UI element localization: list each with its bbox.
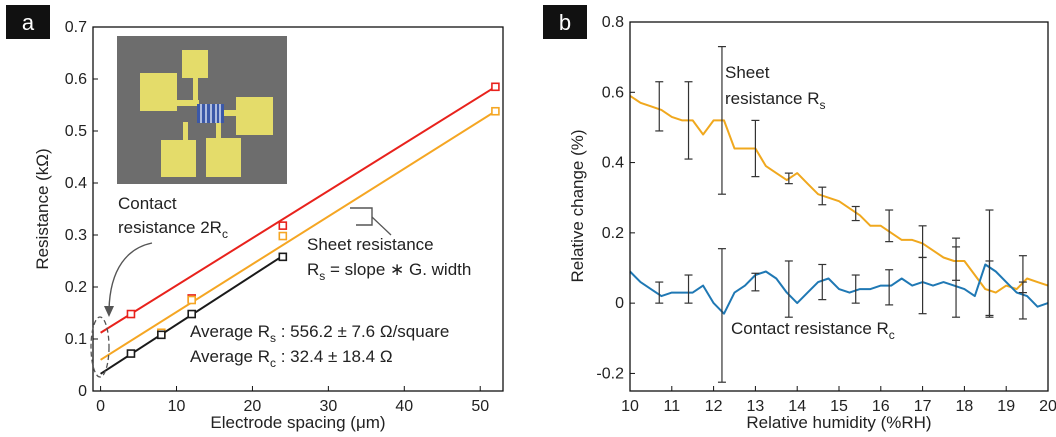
device-inset-photo <box>117 36 287 184</box>
fit-line <box>100 110 496 361</box>
pad-left <box>140 73 177 111</box>
pad-top <box>182 50 208 78</box>
pad-bottom-left <box>161 140 196 177</box>
panel-a: a 0 10 20 30 40 50 0 0.1 0.2 0.3 0.4 0.5 0.6 0.7 <box>6 5 504 432</box>
panel-a-y-axis-label: Resistance (kΩ) <box>33 148 52 269</box>
panel-b-ticks: 10 11 12 13 14 15 16 17 18 19 20 -0.2 0 0.2 0.4 0.6 0.8 <box>596 14 1056 415</box>
x-tick-label: 10 <box>168 398 186 415</box>
x-tick-label: 14 <box>788 398 806 415</box>
contact-annotation-line2: resistance 2Rc <box>118 218 228 241</box>
data-point <box>126 309 136 319</box>
x-tick-label: 17 <box>914 398 932 415</box>
pad-right <box>236 97 273 135</box>
x-tick-label: 19 <box>997 398 1015 415</box>
series-line <box>629 94 1049 294</box>
y-tick-label: 0.2 <box>602 225 624 242</box>
data-point <box>278 231 288 241</box>
panel-b-data <box>629 45 1049 383</box>
y-tick-label: 0 <box>615 295 624 312</box>
data-point <box>187 309 197 319</box>
data-point <box>187 295 197 305</box>
y-tick-label: 0.4 <box>65 175 87 192</box>
x-tick-label: 11 <box>663 398 680 415</box>
y-tick-label: -0.2 <box>596 365 624 382</box>
y-tick-label: 0.3 <box>65 227 87 244</box>
sheet-resistance-label-line1: Sheet <box>725 63 770 82</box>
panel-b-label-box <box>543 5 587 39</box>
data-point <box>491 106 500 116</box>
intercept-ellipse <box>90 316 110 378</box>
panel-a-label: a <box>22 10 35 35</box>
panel-a-data <box>100 82 500 375</box>
x-tick-label: 15 <box>830 398 848 415</box>
y-tick-label: 0.7 <box>65 19 87 36</box>
sheet-annotation-line2: Rs = slope ∗ G. width <box>307 260 471 283</box>
y-tick-label: 0.6 <box>602 84 624 101</box>
pad-bottom-right <box>206 138 241 177</box>
x-tick-label: 13 <box>747 398 765 415</box>
sheet-resistance-label-line2: resistance Rs <box>725 89 825 112</box>
series-line <box>629 263 1049 315</box>
x-tick-label: 30 <box>319 398 337 415</box>
fit-line <box>100 85 496 334</box>
x-tick-label: 20 <box>244 398 262 415</box>
y-tick-label: 0.5 <box>65 123 87 140</box>
contact-arrowhead <box>104 306 114 317</box>
panel-a-label-box <box>6 5 50 39</box>
average-rs-text: Average Rs : 556.2 ± 7.6 Ω/square <box>190 322 449 345</box>
lead-bottom-left <box>183 122 188 142</box>
sheet-bracket <box>350 207 373 226</box>
sheet-annotation-line1: Sheet resistance <box>307 235 434 254</box>
x-tick-label: 20 <box>1039 398 1056 415</box>
x-tick-label: 10 <box>621 398 639 415</box>
contact-annotation-line1: Contact <box>118 194 177 213</box>
contact-resistance-label: Contact resistance Rc <box>731 319 895 342</box>
data-point <box>278 252 288 262</box>
lead-top <box>193 78 198 100</box>
y-tick-label: 0.2 <box>65 279 87 296</box>
panel-b: b 10 11 12 13 14 15 16 17 18 19 20 -0.2 0 0.2 0.4 0.6 0.… <box>543 5 1056 432</box>
data-point <box>157 330 166 340</box>
x-tick-label: 12 <box>705 398 723 415</box>
y-tick-label: 0.1 <box>65 331 87 348</box>
x-tick-label: 40 <box>395 398 413 415</box>
panel-b-label: b <box>559 10 571 35</box>
panel-b-frame <box>629 21 1049 392</box>
x-tick-label: 0 <box>96 398 105 415</box>
y-tick-label: 0.8 <box>602 14 624 31</box>
data-point <box>126 349 136 358</box>
lead-right <box>222 110 236 116</box>
lead-bottom-right <box>216 122 221 140</box>
y-tick-label: 0.6 <box>65 71 87 88</box>
sheet-leader <box>371 216 392 236</box>
data-point <box>491 82 500 92</box>
panel-a-ticks: 0 10 20 30 40 50 0 0.1 0.2 0.3 0.4 0.5 0.6 0.7 <box>65 19 489 415</box>
lead-left <box>177 100 199 106</box>
y-tick-label: 0 <box>78 383 87 400</box>
x-tick-label: 18 <box>956 398 974 415</box>
average-rc-text: Average Rc : 32.4 ± 18.4 Ω <box>190 347 393 370</box>
x-tick-label: 16 <box>872 398 890 415</box>
y-tick-label: 0.4 <box>602 155 624 172</box>
panel-a-frame <box>92 26 504 392</box>
panel-b-x-axis-label: Relative humidity (%RH) <box>746 413 931 432</box>
contact-arrow <box>108 242 153 311</box>
x-tick-label: 50 <box>471 398 489 415</box>
data-point <box>278 221 288 230</box>
panel-a-x-axis-label: Electrode spacing (μm) <box>210 413 385 432</box>
panel-b-y-axis-label: Relative change (%) <box>568 129 587 282</box>
